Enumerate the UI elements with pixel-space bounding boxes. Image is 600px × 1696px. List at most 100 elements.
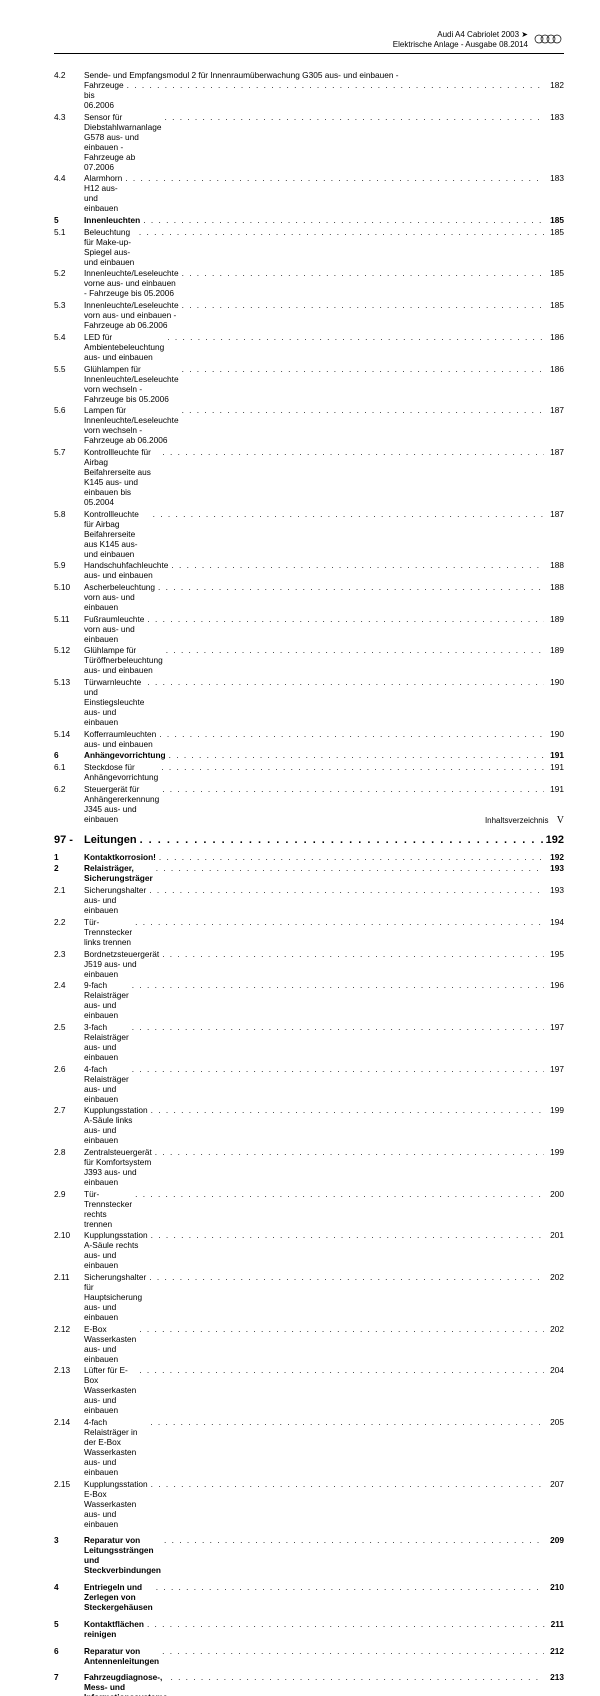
- header-rule: [54, 53, 564, 54]
- toc-label: Kontaktkorrosion!: [84, 852, 156, 862]
- toc-row: 5.2Innenleuchte/Leseleuchte vorne aus- u…: [54, 268, 564, 298]
- toc-page: 182: [550, 80, 564, 90]
- toc-page: 188: [550, 582, 564, 592]
- toc-leader: . . . . . . . . . . . . . . . . . . . . …: [150, 1417, 544, 1427]
- footer: Inhaltsverzeichnis V: [54, 815, 564, 826]
- toc-num: 2.13: [54, 1365, 84, 1375]
- toc-num: 5.11: [54, 614, 84, 624]
- toc-row: 5.11Fußraumleuchte vorn aus- und einbaue…: [54, 614, 564, 644]
- toc-row: 5.14Kofferraumleuchten aus- und einbauen…: [54, 729, 564, 749]
- toc-label: Bordnetzsteuergerät J519 aus- und einbau…: [84, 949, 159, 979]
- toc-label: Sende- und Empfangsmodul 2 für Innenraum…: [84, 70, 399, 80]
- toc-num: 7: [54, 1672, 84, 1682]
- toc-row: 5Innenleuchten . . . . . . . . . . . . .…: [54, 215, 564, 225]
- toc-leader: . . . . . . . . . . . . . . . . . . . . …: [170, 1672, 544, 1682]
- toc-leader: . . . . . . . . . . . . . . . . . . . . …: [135, 917, 544, 927]
- toc-leader: . . . . . . . . . . . . . . . . . . . . …: [182, 300, 545, 310]
- toc-label: Kontrollleuchte für Airbag Beifahrerseit…: [84, 447, 159, 507]
- toc-row: 5.4LED für Ambientebeleuchtung aus- und …: [54, 332, 564, 362]
- toc-num: 1: [54, 852, 84, 862]
- toc-page: 204: [550, 1365, 564, 1375]
- toc-label: Zentralsteuergerät für Komfortsystem J39…: [84, 1147, 152, 1187]
- toc-row: 2.3Bordnetzsteuergerät J519 aus- und ein…: [54, 949, 564, 979]
- toc-label: 9-fach Relaisträger aus- und einbauen: [84, 980, 129, 1020]
- toc-leader: . . . . . . . . . . . . . . . . . . . . …: [147, 614, 544, 624]
- toc-leader: . . . . . . . . . . . . . . . . . . . . …: [132, 980, 544, 990]
- toc-label: 4-fach Relaisträger in der E-Box Wasserk…: [84, 1417, 147, 1477]
- toc-label: Reparatur von Leitungssträngen und Steck…: [84, 1535, 161, 1575]
- toc-num: 2.9: [54, 1189, 84, 1199]
- toc-label: Handschuhfachleuchte aus- und einbauen: [84, 560, 168, 580]
- toc-row: 5.8Kontrollleuchte für Airbag Beifahrers…: [54, 509, 564, 559]
- toc-num: 6: [54, 1646, 84, 1656]
- page: Audi A4 Cabriolet 2003 ➤ Elektrische Anl…: [0, 0, 600, 848]
- toc-label: Türwarnleuchte und Einstiegsleuchte aus-…: [84, 677, 144, 727]
- toc-label: Anhängevorrichtung: [84, 750, 166, 760]
- toc-num: 5.7: [54, 447, 84, 457]
- toc-page: 191: [550, 750, 564, 760]
- toc-row: 5.10Ascherbeleuchtung vorn aus- und einb…: [54, 582, 564, 612]
- toc-num: 4.3: [54, 112, 84, 122]
- toc-leader: . . . . . . . . . . . . . . . . . . . . …: [161, 762, 544, 772]
- toc-page: 189: [550, 645, 564, 655]
- toc-leader: . . . . . . . . . . . . . . . . . . . . …: [156, 863, 544, 873]
- toc-page: 191: [550, 762, 564, 772]
- header-line2: Elektrische Anlage - Ausgabe 08.2014: [393, 40, 528, 50]
- toc-row: 5Kontaktflächen reinigen . . . . . . . .…: [54, 1619, 564, 1639]
- toc-label: 4-fach Relaisträger aus- und einbauen: [84, 1064, 129, 1104]
- toc-page: 196: [550, 980, 564, 990]
- toc-label: Sensor für Diebstahlwarnanlage G578 aus-…: [84, 112, 161, 172]
- toc-num: 5.14: [54, 729, 84, 739]
- toc-leader: . . . . . . . . . . . . . . . . . . . . …: [162, 1646, 544, 1656]
- toc-page: 197: [550, 1022, 564, 1032]
- toc-row: 2.49-fach Relaisträger aus- und einbauen…: [54, 980, 564, 1020]
- toc-leader: . . . . . . . . . . . . . . . . . . . . …: [143, 215, 544, 225]
- toc-label: Innenleuchte/Leseleuchte vorn aus- und e…: [84, 300, 179, 330]
- toc-page: 200: [550, 1189, 564, 1199]
- toc-row: 4.2Sende- und Empfangsmodul 2 für Innenr…: [54, 70, 564, 110]
- toc-num: 2.2: [54, 917, 84, 927]
- toc-row: 4.4Alarmhorn H12 aus- und einbauen . . .…: [54, 173, 564, 213]
- toc-num: 4.2: [54, 70, 84, 80]
- toc-num: 6.2: [54, 784, 84, 794]
- toc-label: Relaisträger, Sicherungsträger: [84, 863, 153, 883]
- toc-num: 6: [54, 750, 84, 760]
- toc-leader: . . . . . . . . . . . . . . . . . . . . …: [162, 949, 544, 959]
- toc-page: 183: [550, 112, 564, 122]
- toc-row: 1Kontaktkorrosion! . . . . . . . . . . .…: [54, 852, 564, 862]
- toc-leader: . . . . . . . . . . . . . . . . . . . . …: [167, 332, 544, 342]
- toc-leader: . . . . . . . . . . . . . . . . . . . . …: [151, 1105, 544, 1115]
- toc-label: Innenleuchte/Leseleuchte vorne aus- und …: [84, 268, 179, 298]
- toc-row: 2.144-fach Relaisträger in der E-Box Was…: [54, 1417, 564, 1477]
- audi-logo-icon: [534, 33, 564, 48]
- toc-leader: . . . . . . . . . . . . . . . . . . . . …: [135, 1189, 544, 1199]
- toc-page: 193: [550, 885, 564, 895]
- toc-num: 2.1: [54, 885, 84, 895]
- toc-page: 185: [550, 227, 564, 237]
- toc-chapter-num: 97 -: [54, 834, 84, 846]
- toc-num: 2.11: [54, 1272, 84, 1282]
- toc-row: 6.1Steckdose für Anhängevorrichtung . . …: [54, 762, 564, 782]
- toc-leader: . . . . . . . . . . . . . . . . . . . . …: [149, 885, 544, 895]
- toc-row: 2.12E-Box Wasserkasten aus- und einbauen…: [54, 1324, 564, 1364]
- footer-label: Inhaltsverzeichnis: [485, 816, 549, 825]
- toc-label: Entriegeln und Zerlegen von Steckergehäu…: [84, 1582, 153, 1612]
- toc-leader: . . . . . . . . . . . . . . . . . . . . …: [127, 80, 544, 90]
- toc-page: 202: [550, 1324, 564, 1334]
- toc-row: 5.3Innenleuchte/Leseleuchte vorn aus- un…: [54, 300, 564, 330]
- toc-leader: . . . . . . . . . . . . . . . . . . . . …: [132, 1064, 544, 1074]
- toc-leader: . . . . . . . . . . . . . . . . . . . . …: [139, 1365, 544, 1375]
- toc-page: 212: [550, 1646, 564, 1656]
- toc-page: 183: [550, 173, 564, 183]
- toc-page: 201: [550, 1230, 564, 1240]
- toc-row: 5.1Beleuchtung für Make-up-Spiegel aus- …: [54, 227, 564, 267]
- toc-leader: . . . . . . . . . . . . . . . . . . . . …: [169, 750, 545, 760]
- toc-label: Sicherungshalter aus- und einbauen: [84, 885, 146, 915]
- toc-label: Kupplungsstation A-Säule links aus- und …: [84, 1105, 148, 1145]
- toc-leader: . . . . . . . . . . . . . . . . . . . . …: [132, 1022, 544, 1032]
- toc-row: 2.53-fach Relaisträger aus- und einbauen…: [54, 1022, 564, 1062]
- toc-num: 2: [54, 863, 84, 873]
- toc-num: 5.4: [54, 332, 84, 342]
- toc-row: 6Anhängevorrichtung . . . . . . . . . . …: [54, 750, 564, 760]
- toc-num: 5.12: [54, 645, 84, 655]
